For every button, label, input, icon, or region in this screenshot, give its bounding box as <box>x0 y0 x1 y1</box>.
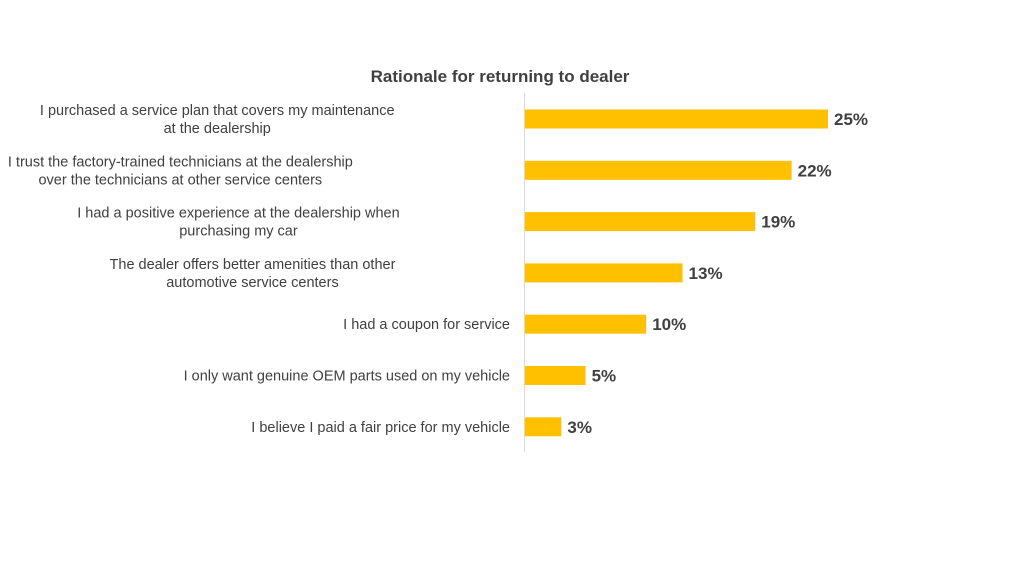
category-label: The dealer offers better amenities than … <box>110 257 396 291</box>
data-label: 19% <box>761 213 795 232</box>
category-label: I believe I paid a fair price for my veh… <box>251 420 510 436</box>
data-label: 10% <box>652 315 686 334</box>
bar <box>525 366 586 385</box>
category-labels-group: I purchased a service plan that covers m… <box>8 103 510 436</box>
bar <box>525 212 756 232</box>
bar <box>525 109 828 129</box>
category-label-line: I had a positive experience at the deale… <box>77 206 399 222</box>
bar <box>525 160 792 180</box>
data-label: 13% <box>689 264 723 283</box>
category-label-line: purchasing my car <box>179 224 298 240</box>
chart-title: Rationale for returning to dealer <box>371 67 630 86</box>
category-label-line: over the technicians at other service ce… <box>38 172 322 188</box>
bar <box>525 417 562 437</box>
data-label: 22% <box>798 161 832 180</box>
category-label-line: at the dealership <box>164 121 271 137</box>
category-label: I only want genuine OEM parts used on my… <box>184 369 510 385</box>
data-label: 25% <box>834 110 868 129</box>
category-label-line: automotive service centers <box>166 275 338 291</box>
bar <box>525 263 683 283</box>
bar <box>525 314 647 334</box>
category-label: I purchased a service plan that covers m… <box>40 103 395 137</box>
bars-group <box>525 109 828 437</box>
category-label: I trust the factory-trained technicians … <box>8 154 353 188</box>
category-label-line: I had a coupon for service <box>343 317 510 333</box>
data-label: 5% <box>592 367 617 386</box>
category-label-line: I believe I paid a fair price for my veh… <box>251 420 510 436</box>
data-label: 3% <box>567 418 592 437</box>
category-label-line: The dealer offers better amenities than … <box>110 257 396 273</box>
value-labels-group: 25% 22% 19% 13% 10% 5% 3% <box>567 110 868 437</box>
category-label: I had a positive experience at the deale… <box>77 206 399 240</box>
category-label-line: I only want genuine OEM parts used on my… <box>184 369 510 385</box>
category-label-line: I purchased a service plan that covers m… <box>40 103 395 119</box>
category-label: I had a coupon for service <box>343 317 510 333</box>
category-label-line: I trust the factory-trained technicians … <box>8 154 353 170</box>
